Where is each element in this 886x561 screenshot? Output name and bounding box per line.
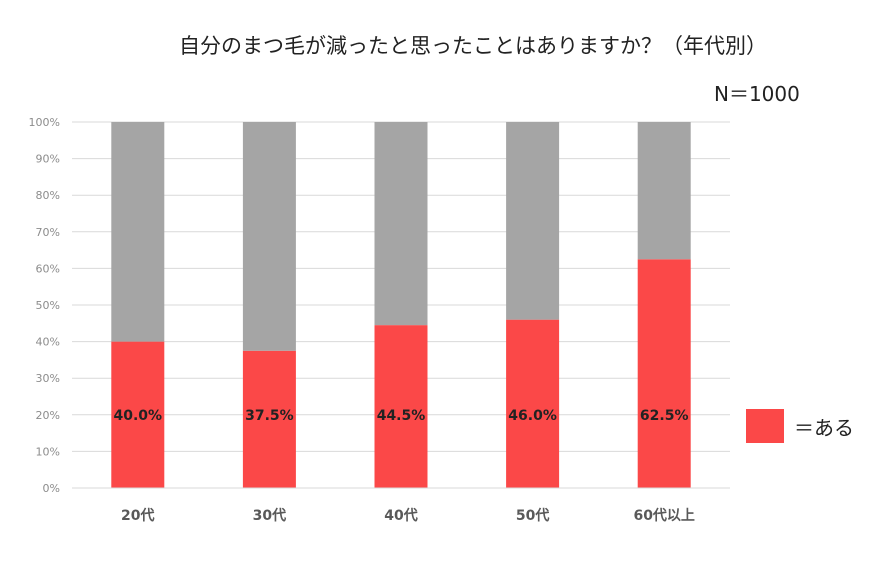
bar-remainder [242, 122, 296, 351]
legend-label: ＝ある [794, 415, 854, 440]
x-category-label: 60代以上 [633, 507, 694, 524]
y-tick-label: 90% [36, 153, 60, 166]
bar-remainder [111, 122, 165, 342]
y-tick-label: 70% [36, 226, 60, 239]
x-category-label: 50代 [516, 507, 549, 524]
y-tick-label: 100% [29, 116, 60, 129]
bar-remainder [637, 122, 691, 260]
x-category-label: 40代 [384, 507, 417, 524]
y-tick-label: 80% [36, 189, 60, 202]
y-tick-label: 30% [36, 372, 60, 385]
bar-remainder [374, 122, 428, 326]
legend-swatch [746, 409, 784, 443]
chart-title: 自分のまつ毛が減ったと思ったことはありますか？（年代別） [179, 34, 767, 58]
y-tick-label: 20% [36, 409, 60, 422]
data-label: 40.0% [114, 408, 163, 424]
y-tick-label: 10% [36, 445, 60, 458]
bar-yes [111, 341, 165, 488]
bar-remainder [506, 122, 560, 320]
y-tick-label: 60% [36, 262, 60, 275]
y-tick-label: 40% [36, 336, 60, 349]
bar-yes [242, 350, 296, 488]
x-category-label: 20代 [121, 507, 154, 524]
bar-yes [637, 259, 691, 488]
y-tick-label: 0% [43, 482, 60, 495]
data-label: 44.5% [377, 408, 426, 424]
data-label: 46.0% [508, 408, 557, 424]
legend: ＝ある [746, 409, 854, 443]
data-label: 62.5% [640, 408, 689, 424]
sample-size-label: N＝1000 [714, 82, 800, 106]
x-category-label: 30代 [253, 507, 286, 524]
y-tick-label: 50% [36, 299, 60, 312]
bar-yes [506, 319, 560, 488]
data-label: 37.5% [245, 408, 294, 424]
bar-yes [374, 325, 428, 488]
